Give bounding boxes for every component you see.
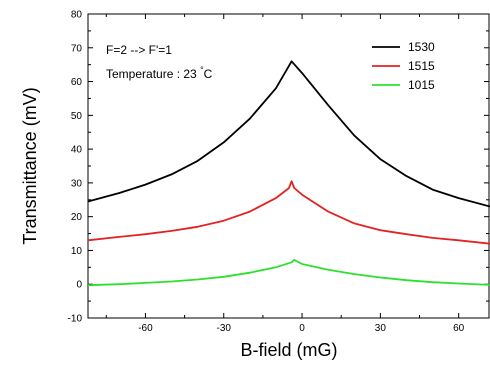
y-tick-label: -10 — [68, 314, 83, 325]
y-tick-label: 80 — [71, 10, 83, 21]
x-tick-label: -30 — [217, 323, 232, 334]
annotation-temperature: Temperature : 23 °C — [106, 65, 213, 81]
legend-label-1530: 1530 — [408, 40, 435, 54]
axis-ticks: -10 0 10 20 30 40 50 60 70 80 -60 -30 0 30 60 — [68, 10, 489, 334]
annotation-transition: F=2 --> F'=1 — [106, 43, 172, 57]
y-tick-label: 60 — [71, 77, 83, 88]
legend-label-1515: 1515 — [408, 59, 435, 73]
y-tick-label: 50 — [71, 111, 83, 122]
x-tick-label: -60 — [138, 323, 153, 334]
series-line-1015 — [87, 258, 490, 287]
y-tick-label: 20 — [71, 212, 83, 223]
y-axis-title: Transmittance (mV) — [20, 87, 40, 244]
series-line-1515 — [87, 180, 490, 245]
y-tick-label: 30 — [71, 178, 83, 189]
y-tick-label: 0 — [76, 280, 82, 291]
y-tick-label: 10 — [71, 246, 83, 257]
x-tick-label: 0 — [299, 323, 305, 334]
x-tick-label: 60 — [453, 323, 465, 334]
series-line-1530 — [87, 60, 490, 208]
y-tick-label: 70 — [71, 43, 83, 54]
x-tick-label: 30 — [375, 323, 387, 334]
series-lines — [87, 60, 490, 287]
y-tick-label: 40 — [71, 145, 83, 156]
legend-label-1015: 1015 — [408, 78, 435, 92]
legend: 1530 1515 1015 — [372, 40, 435, 92]
x-axis-title: B-field (mG) — [240, 340, 337, 360]
